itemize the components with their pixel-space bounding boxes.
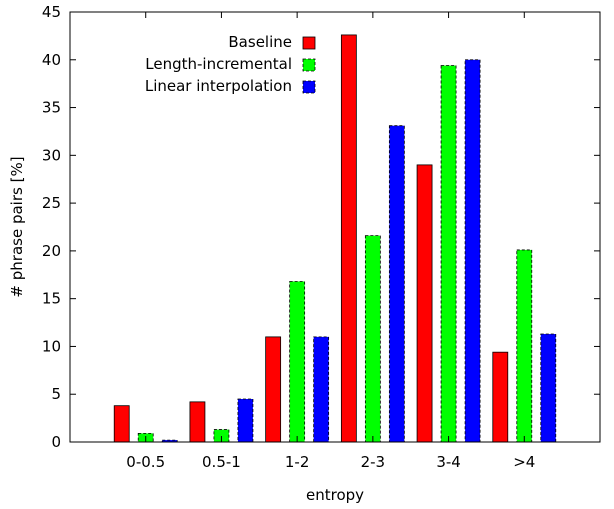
legend-swatch — [302, 36, 316, 50]
y-tick-label: 10 — [42, 337, 61, 355]
bar-baseline — [416, 164, 433, 443]
bar-linear-interpolation — [237, 398, 254, 443]
bar-length-incremental — [289, 281, 306, 443]
y-tick-label: 35 — [42, 99, 61, 117]
bar-linear-interpolation — [313, 336, 330, 443]
legend-label: Linear interpolation — [145, 77, 292, 95]
bar-length-incremental — [364, 235, 381, 443]
bar-linear-interpolation — [464, 59, 481, 443]
y-tick-label: 0 — [51, 433, 61, 451]
y-tick-label: 30 — [42, 146, 61, 164]
bar-length-incremental — [213, 429, 230, 443]
ticks-layer: 0 5 10 15 20 25 30 35 40 45 0-0.5 0.5-1 1-2 2-3 3-4 >4 — [42, 3, 600, 471]
x-tick-label: 0-0.5 — [126, 453, 165, 471]
legend-swatch — [302, 58, 316, 72]
legend: Baseline Length-incremental Linear interpo… — [145, 33, 316, 95]
bar-baseline — [492, 351, 509, 443]
bars-layer — [113, 34, 557, 443]
bar-baseline — [265, 336, 282, 443]
bar-baseline — [340, 34, 357, 443]
legend-swatch — [302, 80, 316, 94]
y-tick-label: 45 — [42, 3, 61, 21]
x-tick-label: 2-3 — [361, 453, 386, 471]
y-tick-label: 20 — [42, 242, 61, 260]
bar-linear-interpolation — [540, 333, 557, 443]
y-tick-label: 25 — [42, 194, 61, 212]
bar-baseline — [113, 405, 130, 443]
x-tick-label: >4 — [513, 453, 535, 471]
x-axis-label: entropy — [306, 486, 364, 504]
bar-linear-interpolation — [161, 439, 178, 443]
plot-frame — [69, 11, 601, 443]
bar-length-incremental — [516, 249, 533, 443]
y-axis-label: # phrase pairs [%] — [8, 156, 26, 297]
y-tick-label: 15 — [42, 290, 61, 308]
bar-baseline — [189, 401, 206, 443]
legend-label: Baseline — [228, 33, 292, 51]
y-tick-label: 5 — [51, 385, 61, 403]
legend-label: Length-incremental — [145, 55, 292, 73]
x-tick-label: 3-4 — [436, 453, 461, 471]
bar-length-incremental — [440, 65, 457, 443]
x-tick-label: 1-2 — [285, 453, 310, 471]
x-tick-label: 0.5-1 — [202, 453, 241, 471]
bar-linear-interpolation — [388, 125, 405, 443]
y-tick-label: 40 — [42, 51, 61, 69]
